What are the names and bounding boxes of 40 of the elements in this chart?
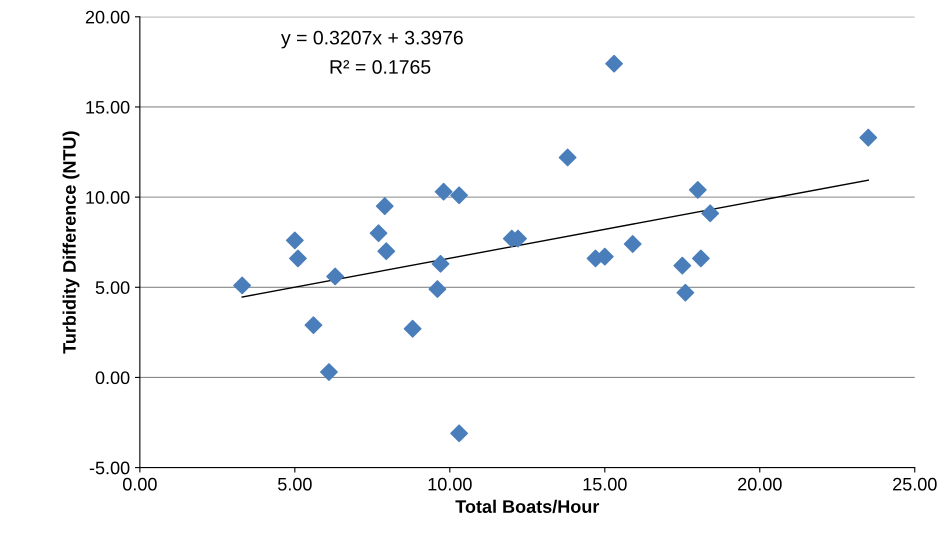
- point: [286, 231, 304, 250]
- point: [289, 250, 307, 268]
- point: [320, 363, 338, 381]
- y-tick-label: 15.00: [86, 100, 130, 114]
- point: [859, 128, 878, 147]
- y-tick-label: 5.00: [96, 281, 130, 294]
- x-tick-label: 25.00: [893, 478, 937, 491]
- x-tick-label: 10.00: [428, 478, 472, 491]
- point: [326, 268, 344, 286]
- point: [450, 424, 468, 442]
- point: [605, 54, 624, 73]
- x-axis-title: Total Boats/Hour: [455, 500, 600, 514]
- y-tick-label: -5.00: [90, 462, 130, 474]
- point: [428, 280, 446, 298]
- y-axis-title: Turbidity Difference (NTU): [62, 131, 80, 354]
- point: [688, 180, 707, 199]
- point: [233, 276, 252, 294]
- point: [376, 197, 394, 216]
- point: [304, 316, 322, 334]
- point: [404, 320, 422, 338]
- point: [676, 284, 694, 302]
- point: [701, 204, 720, 222]
- annotation: R² = 0.1765: [330, 60, 430, 74]
- x-tick-label: 0.00: [122, 478, 157, 491]
- point: [432, 254, 450, 273]
- point: [624, 235, 642, 253]
- annotation: y = 0.3207x + 3.3976: [281, 30, 463, 48]
- point: [450, 186, 468, 204]
- y-tick-label: 20.00: [86, 10, 130, 24]
- y-tick-label: 0.00: [96, 371, 130, 384]
- point: [434, 182, 453, 201]
- x-tick-label: 15.00: [584, 478, 627, 491]
- point: [370, 224, 388, 242]
- x-tick-label: 5.00: [278, 478, 312, 491]
- point: [692, 250, 710, 268]
- point: [558, 148, 577, 166]
- x-tick-label: 20.00: [738, 478, 782, 491]
- point: [377, 242, 396, 260]
- y-tick-label: 10.00: [86, 191, 130, 204]
- point: [673, 256, 692, 275]
